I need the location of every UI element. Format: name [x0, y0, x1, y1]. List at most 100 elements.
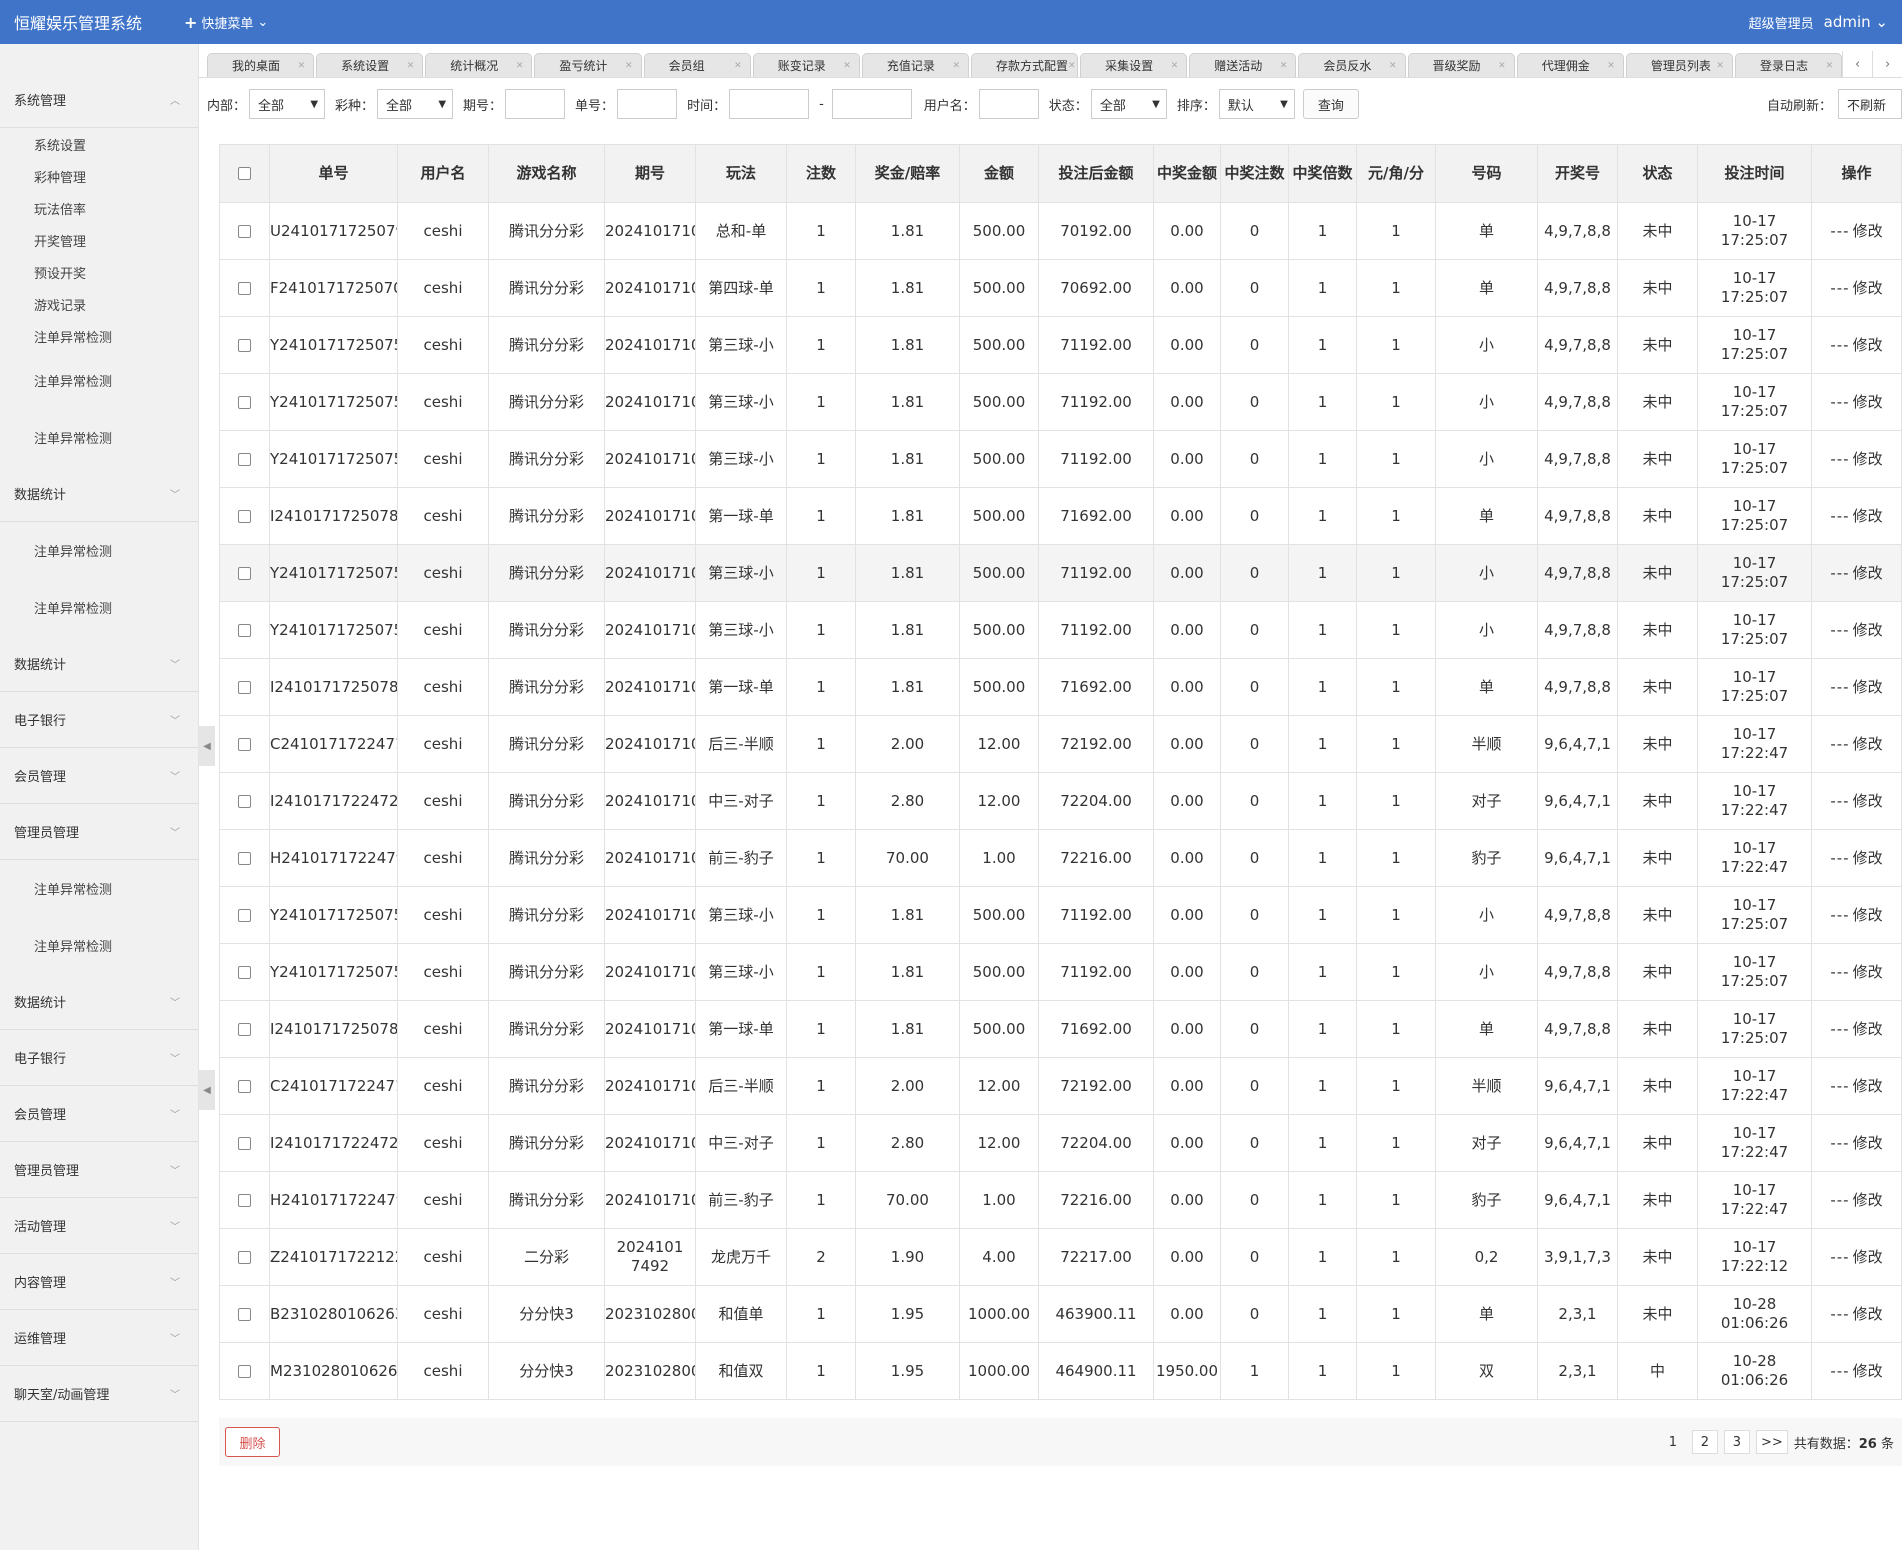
tab-item[interactable]: 充值记录 ✕: [861, 53, 969, 77]
edit-link[interactable]: 修改: [1852, 506, 1883, 525]
row-select-cell[interactable]: [219, 1285, 270, 1343]
sidebar-item[interactable]: 注单异常检测: [34, 602, 113, 617]
tab-item[interactable]: 存款方式配置 ✕: [970, 53, 1079, 77]
tab-item[interactable]: 统计概况 ✕: [425, 53, 533, 77]
tab-item[interactable]: 会员反水 ✕: [1298, 53, 1406, 77]
edit-link[interactable]: 修改: [1852, 1076, 1883, 1095]
user-menu[interactable]: admin ⌄: [1824, 13, 1888, 31]
row-select-cell[interactable]: [219, 316, 270, 374]
close-icon[interactable]: ✕: [1498, 60, 1506, 71]
sidebar-section[interactable]: 活动管理 ﹀: [0, 1198, 198, 1254]
edit-link[interactable]: 修改: [1852, 791, 1883, 810]
sidebar-section[interactable]: 数据统计 ﹀: [0, 636, 198, 692]
sidebar-item[interactable]: 开奖管理: [34, 234, 87, 250]
close-icon[interactable]: ✕: [515, 60, 524, 71]
row-select-cell[interactable]: [219, 1000, 270, 1058]
time-start-input[interactable]: [729, 89, 810, 119]
sidebar-item[interactable]: 注单异常检测: [34, 883, 113, 898]
row-select-cell[interactable]: [219, 1228, 270, 1286]
page-button[interactable]: 3: [1723, 1430, 1750, 1454]
close-icon[interactable]: ✕: [952, 60, 960, 71]
quick-menu-button[interactable]: + 快捷菜单 ⌄: [184, 13, 268, 32]
row-select-cell[interactable]: [219, 373, 270, 431]
edit-link[interactable]: 修改: [1852, 1133, 1883, 1152]
page-button[interactable]: 2: [1691, 1430, 1718, 1454]
close-icon[interactable]: ✕: [1068, 60, 1076, 71]
sidebar-item[interactable]: 系统设置: [34, 138, 87, 154]
page-button[interactable]: 1: [1668, 1434, 1678, 1450]
row-checkbox[interactable]: [238, 794, 251, 808]
row-select-cell[interactable]: [219, 772, 270, 830]
row-checkbox[interactable]: [238, 281, 251, 295]
edit-link[interactable]: 修改: [1852, 335, 1883, 354]
sidebar-section[interactable]: 会员管理 ﹀: [0, 748, 198, 804]
close-icon[interactable]: ✕: [1279, 60, 1288, 71]
tab-item[interactable]: 我的桌面 ✕: [207, 53, 315, 77]
row-select-cell[interactable]: [219, 829, 270, 887]
edit-link[interactable]: 修改: [1852, 905, 1883, 924]
row-checkbox[interactable]: [238, 1079, 251, 1093]
row-select-cell[interactable]: [219, 430, 270, 488]
status-select[interactable]: 全部 ▼: [1090, 89, 1167, 119]
row-select-cell[interactable]: [219, 943, 270, 1001]
row-select-cell[interactable]: [219, 259, 270, 317]
edit-link[interactable]: 修改: [1852, 962, 1883, 981]
close-icon[interactable]: ✕: [1716, 60, 1724, 71]
time-end-input[interactable]: [831, 89, 912, 119]
row-checkbox[interactable]: [238, 395, 251, 409]
row-select-cell[interactable]: [219, 487, 270, 545]
query-button[interactable]: 查询: [1302, 89, 1359, 119]
sidebar-section[interactable]: 会员管理 ﹀: [0, 1086, 198, 1142]
row-checkbox[interactable]: [238, 1364, 251, 1378]
tab-item[interactable]: 代理佣金 ✕: [1516, 53, 1624, 77]
row-checkbox[interactable]: [238, 1307, 251, 1321]
sidebar-item[interactable]: 注单异常检测: [34, 545, 113, 560]
tab-prev-icon[interactable]: ‹: [1842, 51, 1872, 77]
row-select-cell[interactable]: [219, 658, 270, 716]
close-icon[interactable]: ✕: [297, 60, 306, 71]
sidebar-item[interactable]: 彩种管理: [34, 170, 87, 186]
row-checkbox[interactable]: [238, 509, 251, 523]
row-checkbox[interactable]: [238, 1022, 251, 1036]
sidebar-section[interactable]: 数据统计 ﹀: [0, 974, 198, 1030]
close-icon[interactable]: ✕: [625, 60, 633, 71]
row-checkbox[interactable]: [238, 623, 251, 637]
tab-item[interactable]: 采集设置 ✕: [1080, 53, 1188, 77]
sidebar-section[interactable]: 电子银行 ﹀: [0, 1030, 198, 1086]
tab-item[interactable]: 晋级奖励 ✕: [1407, 53, 1515, 77]
tab-item[interactable]: 赠送活动 ✕: [1189, 53, 1297, 77]
edit-link[interactable]: 修改: [1852, 1361, 1883, 1380]
edit-link[interactable]: 修改: [1852, 278, 1883, 297]
row-select-cell[interactable]: [219, 202, 270, 260]
close-icon[interactable]: ✕: [1607, 60, 1615, 71]
sidebar-section[interactable]: 管理员管理 ﹀: [0, 1142, 198, 1198]
period-input[interactable]: [505, 89, 566, 119]
edit-link[interactable]: 修改: [1852, 848, 1883, 867]
row-checkbox[interactable]: [238, 1250, 251, 1264]
sidebar-item[interactable]: 游戏记录: [34, 298, 87, 314]
tab-item[interactable]: 系统设置 ✕: [316, 53, 424, 77]
lottery-select[interactable]: 全部 ▼: [377, 89, 454, 119]
row-select-cell[interactable]: [219, 1342, 270, 1400]
edit-link[interactable]: 修改: [1852, 677, 1883, 696]
sidebar-section[interactable]: 系统管理 ︿: [0, 72, 198, 128]
edit-link[interactable]: 修改: [1852, 563, 1883, 582]
row-checkbox[interactable]: [238, 224, 251, 238]
row-select-cell[interactable]: [219, 544, 270, 602]
row-select-cell[interactable]: [219, 1171, 270, 1229]
edit-link[interactable]: 修改: [1852, 449, 1883, 468]
close-icon[interactable]: ✕: [1825, 60, 1834, 71]
sidebar-collapse-handle[interactable]: ◀: [199, 1070, 215, 1110]
row-checkbox[interactable]: [238, 1193, 251, 1207]
sidebar-section[interactable]: 聊天室/动画管理 ﹀: [0, 1366, 198, 1422]
row-checkbox[interactable]: [238, 965, 251, 979]
row-checkbox[interactable]: [238, 737, 251, 751]
edit-link[interactable]: 修改: [1852, 392, 1883, 411]
row-checkbox[interactable]: [238, 1136, 251, 1150]
tab-next-icon[interactable]: ›: [1872, 51, 1902, 77]
edit-link[interactable]: 修改: [1852, 734, 1883, 753]
sidebar-item[interactable]: 注单异常检测: [34, 375, 113, 390]
close-icon[interactable]: ✕: [843, 60, 851, 71]
header-select-all[interactable]: [219, 144, 270, 203]
sidebar-section[interactable]: 管理员管理 ﹀: [0, 804, 198, 860]
